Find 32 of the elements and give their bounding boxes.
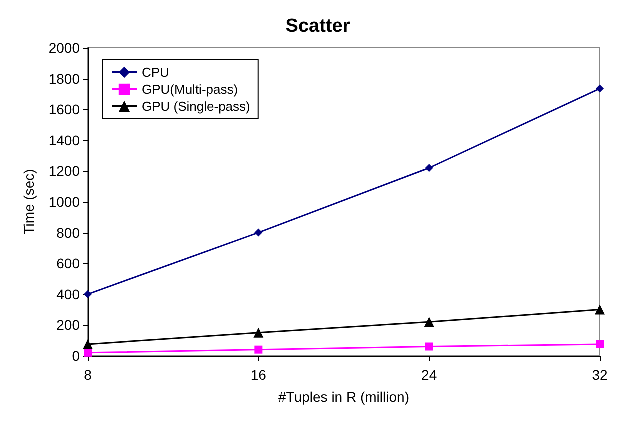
x-tick-label: 24	[422, 367, 438, 383]
point	[596, 340, 604, 348]
y-tick-label: 800	[56, 224, 80, 241]
y-tick-label: 0	[72, 348, 80, 364]
y-tick-label: 1800	[48, 70, 80, 87]
x-axis-title: #Tuples in R (million)	[278, 389, 410, 405]
point	[595, 304, 605, 315]
point	[596, 84, 604, 93]
point	[254, 228, 263, 237]
legend-label: GPU (Single-pass)	[142, 99, 250, 114]
point	[425, 164, 434, 172]
point	[254, 346, 263, 354]
legend-label: CPU	[142, 65, 170, 80]
y-tick-label: 1400	[48, 132, 80, 148]
point	[424, 317, 434, 328]
y-tick-label: 400	[56, 286, 80, 302]
x-tick-label: 16	[250, 367, 267, 383]
x-tick-label: 8	[84, 367, 92, 383]
point	[425, 342, 434, 351]
y-tick-label: 2000	[48, 40, 80, 56]
y-axis-title: Time (sec)	[21, 169, 37, 235]
point	[83, 339, 93, 350]
y-tick-label: 1000	[48, 194, 80, 210]
chart-title: Scatter	[286, 16, 351, 37]
y-tick-label: 200	[56, 317, 80, 334]
y-tick-label: 1600	[48, 102, 80, 118]
legend-label: GPU(Multi-pass)	[142, 82, 238, 97]
y-tick-label: 600	[56, 256, 80, 272]
y-tick-label: 1200	[48, 163, 80, 180]
point	[84, 290, 92, 298]
point	[254, 328, 264, 338]
x-tick-label: 32	[592, 367, 608, 383]
